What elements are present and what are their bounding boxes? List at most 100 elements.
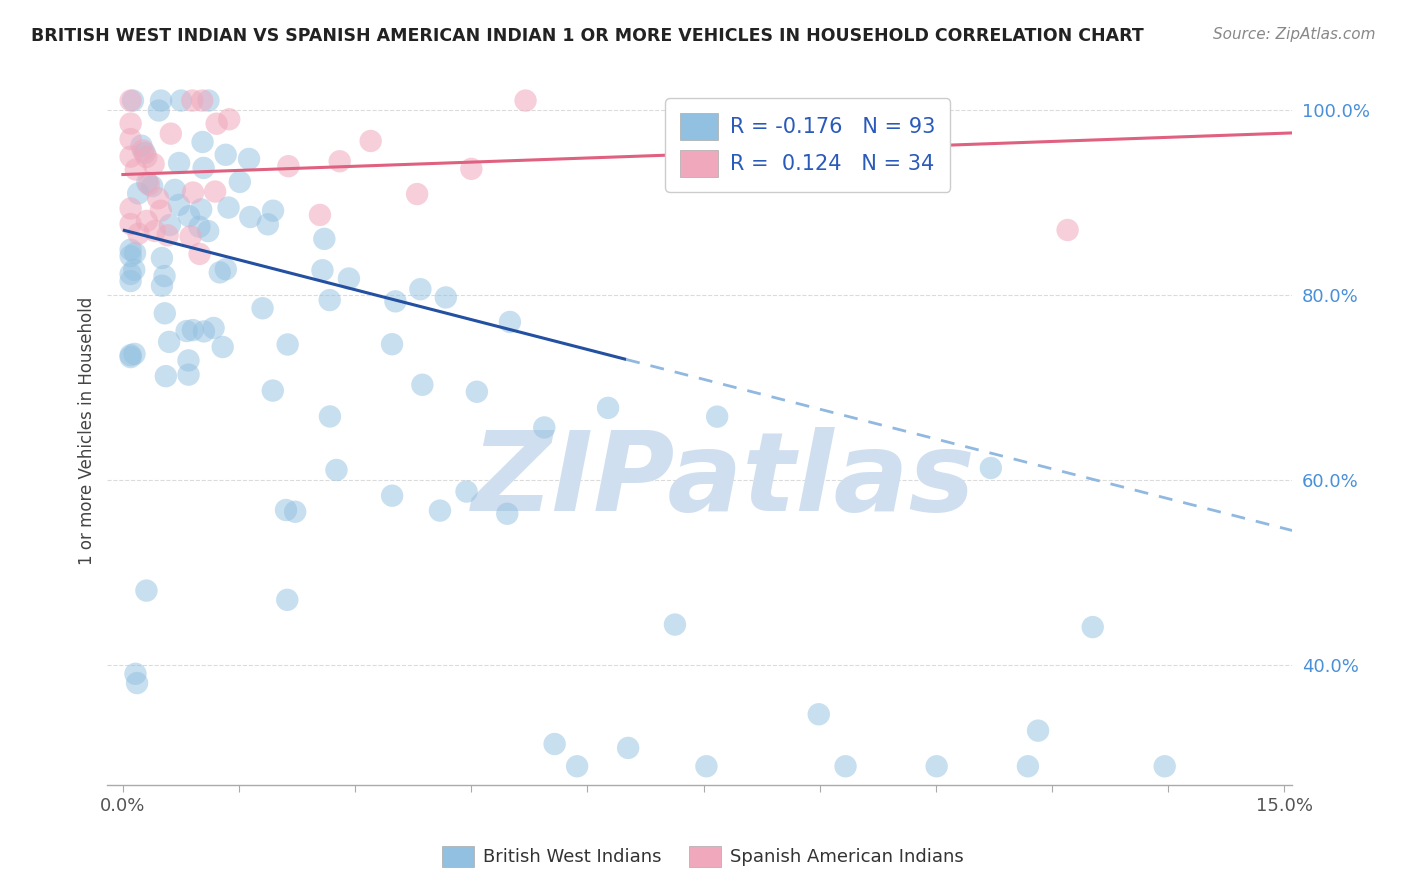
Point [1081, 620, 1104, 634]
Point [277, 159, 299, 173]
Point [120, 274, 142, 288]
Point [318, 293, 340, 307]
Point [980, 461, 1002, 475]
Point [834, 759, 856, 773]
Point [163, 183, 186, 197]
Point [695, 759, 717, 773]
Point [159, 218, 181, 232]
Point [124, 666, 146, 681]
Point [127, 186, 149, 201]
Point [153, 306, 176, 320]
Point [180, 229, 202, 244]
Point [456, 484, 478, 499]
Point [325, 463, 347, 477]
Point [218, 201, 240, 215]
Text: ZIPatlas: ZIPatlas [471, 427, 976, 534]
Point [193, 161, 215, 175]
Point [1056, 223, 1078, 237]
Point [177, 368, 200, 382]
Point [543, 737, 565, 751]
Point [515, 94, 537, 108]
Point [807, 707, 830, 722]
Point [190, 202, 212, 217]
Point [218, 112, 240, 127]
Point [120, 202, 142, 216]
Point [329, 154, 352, 169]
Point [215, 262, 238, 277]
Point [337, 271, 360, 285]
Point [191, 94, 214, 108]
Point [1026, 723, 1049, 738]
Text: Source: ZipAtlas.com: Source: ZipAtlas.com [1212, 27, 1375, 42]
Point [122, 94, 145, 108]
Point [277, 337, 299, 351]
Point [155, 369, 177, 384]
Point [157, 334, 180, 349]
Point [193, 325, 215, 339]
Point [143, 224, 166, 238]
Point [176, 324, 198, 338]
Point [191, 135, 214, 149]
Point [120, 267, 142, 281]
Point [706, 409, 728, 424]
Point [181, 323, 204, 337]
Point [319, 409, 342, 424]
Y-axis label: 1 or more Vehicles in Household: 1 or more Vehicles in Household [79, 297, 96, 566]
Point [925, 759, 948, 773]
Point [1017, 759, 1039, 773]
Point [128, 227, 150, 241]
Point [384, 294, 406, 309]
Point [120, 132, 142, 146]
Point [406, 187, 429, 202]
Point [197, 224, 219, 238]
Point [167, 198, 190, 212]
Point [434, 290, 457, 304]
Point [409, 282, 432, 296]
Point [136, 176, 159, 190]
Point [309, 208, 332, 222]
Point [411, 377, 433, 392]
Point [120, 350, 142, 364]
Point [496, 507, 519, 521]
Point [134, 145, 156, 160]
Point [284, 505, 307, 519]
Point [138, 178, 160, 192]
Point [460, 161, 482, 176]
Point [181, 186, 204, 200]
Point [120, 94, 142, 108]
Point [159, 127, 181, 141]
Point [156, 228, 179, 243]
Legend: R = -0.176   N = 93, R =  0.124   N = 34: R = -0.176 N = 93, R = 0.124 N = 34 [665, 98, 950, 192]
Point [125, 162, 148, 177]
Point [120, 116, 142, 130]
Point [205, 117, 228, 131]
Point [120, 217, 142, 231]
Point [120, 249, 142, 263]
Point [149, 203, 172, 218]
Point [617, 740, 640, 755]
Point [533, 420, 555, 434]
Point [499, 315, 522, 329]
Point [141, 179, 163, 194]
Point [311, 263, 333, 277]
Point [132, 144, 155, 158]
Point [124, 347, 146, 361]
Point [197, 94, 219, 108]
Point [167, 156, 190, 170]
Point [211, 340, 233, 354]
Point [122, 262, 145, 277]
Point [188, 219, 211, 234]
Point [204, 185, 226, 199]
Point [274, 503, 297, 517]
Point [153, 268, 176, 283]
Point [208, 265, 231, 279]
Point [149, 94, 172, 108]
Point [429, 503, 451, 517]
Point [124, 246, 146, 260]
Point [257, 218, 280, 232]
Point [135, 583, 157, 598]
Point [135, 214, 157, 228]
Point [1153, 759, 1175, 773]
Point [177, 353, 200, 368]
Point [120, 243, 142, 257]
